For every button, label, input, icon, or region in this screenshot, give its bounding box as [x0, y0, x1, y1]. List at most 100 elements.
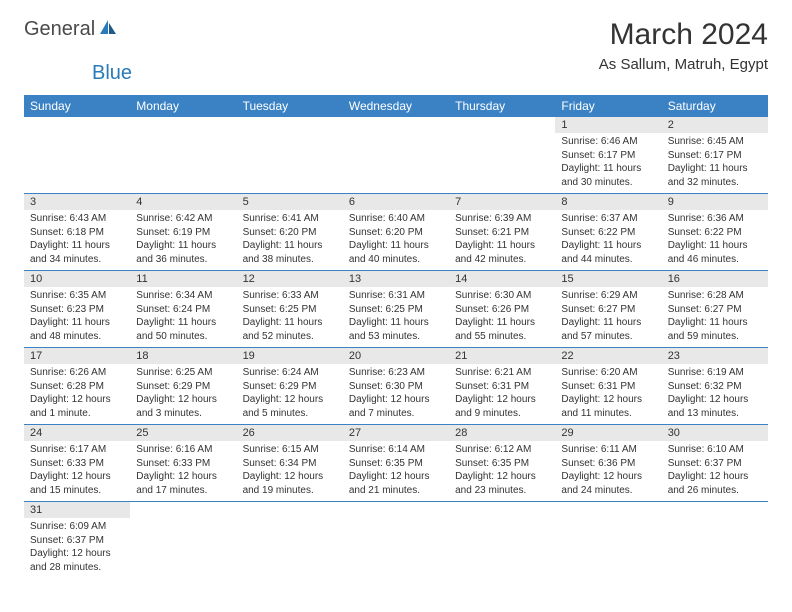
day-number: 28: [449, 425, 555, 441]
sunrise-text: Sunrise: 6:09 AM: [30, 520, 124, 534]
daylight-text: Daylight: 11 hours and 57 minutes.: [561, 316, 655, 343]
day-data: Sunrise: 6:20 AMSunset: 6:31 PMDaylight:…: [555, 364, 661, 424]
calendar-cell: 12Sunrise: 6:33 AMSunset: 6:25 PMDayligh…: [237, 271, 343, 348]
calendar-week-row: 17Sunrise: 6:26 AMSunset: 6:28 PMDayligh…: [24, 348, 768, 425]
daylight-text: Daylight: 12 hours and 24 minutes.: [561, 470, 655, 497]
calendar-cell: 8Sunrise: 6:37 AMSunset: 6:22 PMDaylight…: [555, 194, 661, 271]
sunrise-text: Sunrise: 6:41 AM: [243, 212, 337, 226]
day-number: 14: [449, 271, 555, 287]
sunset-text: Sunset: 6:21 PM: [455, 226, 549, 240]
sunset-text: Sunset: 6:36 PM: [561, 457, 655, 471]
sunrise-text: Sunrise: 6:40 AM: [349, 212, 443, 226]
day-number: 21: [449, 348, 555, 364]
day-number: 13: [343, 271, 449, 287]
sunset-text: Sunset: 6:35 PM: [349, 457, 443, 471]
day-number: 7: [449, 194, 555, 210]
weekday-header-row: Sunday Monday Tuesday Wednesday Thursday…: [24, 95, 768, 117]
calendar-cell: [237, 117, 343, 194]
calendar-cell: 16Sunrise: 6:28 AMSunset: 6:27 PMDayligh…: [662, 271, 768, 348]
sunset-text: Sunset: 6:17 PM: [561, 149, 655, 163]
day-number: 8: [555, 194, 661, 210]
sunset-text: Sunset: 6:29 PM: [136, 380, 230, 394]
sunrise-text: Sunrise: 6:37 AM: [561, 212, 655, 226]
sunset-text: Sunset: 6:28 PM: [30, 380, 124, 394]
weekday-header: Sunday: [24, 95, 130, 117]
day-number: 31: [24, 502, 130, 518]
daylight-text: Daylight: 11 hours and 38 minutes.: [243, 239, 337, 266]
calendar-cell: 15Sunrise: 6:29 AMSunset: 6:27 PMDayligh…: [555, 271, 661, 348]
day-number: 6: [343, 194, 449, 210]
title-block: March 2024 As Sallum, Matruh, Egypt: [599, 18, 768, 73]
calendar-cell: 27Sunrise: 6:14 AMSunset: 6:35 PMDayligh…: [343, 425, 449, 502]
daylight-text: Daylight: 12 hours and 3 minutes.: [136, 393, 230, 420]
weekday-header: Thursday: [449, 95, 555, 117]
day-data: Sunrise: 6:12 AMSunset: 6:35 PMDaylight:…: [449, 441, 555, 501]
sunrise-text: Sunrise: 6:25 AM: [136, 366, 230, 380]
daylight-text: Daylight: 12 hours and 11 minutes.: [561, 393, 655, 420]
sunrise-text: Sunrise: 6:10 AM: [668, 443, 762, 457]
day-data: Sunrise: 6:40 AMSunset: 6:20 PMDaylight:…: [343, 210, 449, 270]
calendar-cell: 1Sunrise: 6:46 AMSunset: 6:17 PMDaylight…: [555, 117, 661, 194]
calendar-cell: 24Sunrise: 6:17 AMSunset: 6:33 PMDayligh…: [24, 425, 130, 502]
daylight-text: Daylight: 11 hours and 36 minutes.: [136, 239, 230, 266]
day-data: Sunrise: 6:10 AMSunset: 6:37 PMDaylight:…: [662, 441, 768, 501]
day-data: Sunrise: 6:21 AMSunset: 6:31 PMDaylight:…: [449, 364, 555, 424]
sunset-text: Sunset: 6:32 PM: [668, 380, 762, 394]
sunrise-text: Sunrise: 6:14 AM: [349, 443, 443, 457]
sunset-text: Sunset: 6:22 PM: [561, 226, 655, 240]
day-data: Sunrise: 6:24 AMSunset: 6:29 PMDaylight:…: [237, 364, 343, 424]
sunrise-text: Sunrise: 6:20 AM: [561, 366, 655, 380]
day-number: 15: [555, 271, 661, 287]
day-number: 29: [555, 425, 661, 441]
day-data: Sunrise: 6:41 AMSunset: 6:20 PMDaylight:…: [237, 210, 343, 270]
day-data: Sunrise: 6:16 AMSunset: 6:33 PMDaylight:…: [130, 441, 236, 501]
day-data: Sunrise: 6:39 AMSunset: 6:21 PMDaylight:…: [449, 210, 555, 270]
day-number: 3: [24, 194, 130, 210]
calendar-cell: 13Sunrise: 6:31 AMSunset: 6:25 PMDayligh…: [343, 271, 449, 348]
daylight-text: Daylight: 12 hours and 7 minutes.: [349, 393, 443, 420]
calendar-cell: 11Sunrise: 6:34 AMSunset: 6:24 PMDayligh…: [130, 271, 236, 348]
page-subtitle: As Sallum, Matruh, Egypt: [599, 56, 768, 73]
calendar-cell: 22Sunrise: 6:20 AMSunset: 6:31 PMDayligh…: [555, 348, 661, 425]
sunrise-text: Sunrise: 6:42 AM: [136, 212, 230, 226]
day-data: Sunrise: 6:11 AMSunset: 6:36 PMDaylight:…: [555, 441, 661, 501]
daylight-text: Daylight: 11 hours and 48 minutes.: [30, 316, 124, 343]
calendar-cell: 28Sunrise: 6:12 AMSunset: 6:35 PMDayligh…: [449, 425, 555, 502]
calendar-cell: [555, 502, 661, 579]
day-number: 4: [130, 194, 236, 210]
day-number: 10: [24, 271, 130, 287]
day-data: Sunrise: 6:30 AMSunset: 6:26 PMDaylight:…: [449, 287, 555, 347]
daylight-text: Daylight: 12 hours and 21 minutes.: [349, 470, 443, 497]
day-data: Sunrise: 6:15 AMSunset: 6:34 PMDaylight:…: [237, 441, 343, 501]
day-number: 2: [662, 117, 768, 133]
calendar-cell: 5Sunrise: 6:41 AMSunset: 6:20 PMDaylight…: [237, 194, 343, 271]
calendar-cell: 31Sunrise: 6:09 AMSunset: 6:37 PMDayligh…: [24, 502, 130, 579]
calendar-cell: 10Sunrise: 6:35 AMSunset: 6:23 PMDayligh…: [24, 271, 130, 348]
sunrise-text: Sunrise: 6:23 AM: [349, 366, 443, 380]
sunset-text: Sunset: 6:17 PM: [668, 149, 762, 163]
calendar-cell: 3Sunrise: 6:43 AMSunset: 6:18 PMDaylight…: [24, 194, 130, 271]
sunset-text: Sunset: 6:31 PM: [455, 380, 549, 394]
sunrise-text: Sunrise: 6:26 AM: [30, 366, 124, 380]
daylight-text: Daylight: 11 hours and 50 minutes.: [136, 316, 230, 343]
day-data: Sunrise: 6:42 AMSunset: 6:19 PMDaylight:…: [130, 210, 236, 270]
sunrise-text: Sunrise: 6:21 AM: [455, 366, 549, 380]
day-data: Sunrise: 6:37 AMSunset: 6:22 PMDaylight:…: [555, 210, 661, 270]
logo: General: [24, 18, 120, 41]
daylight-text: Daylight: 11 hours and 30 minutes.: [561, 162, 655, 189]
sunrise-text: Sunrise: 6:35 AM: [30, 289, 124, 303]
calendar-body: 1Sunrise: 6:46 AMSunset: 6:17 PMDaylight…: [24, 117, 768, 578]
calendar-cell: 18Sunrise: 6:25 AMSunset: 6:29 PMDayligh…: [130, 348, 236, 425]
daylight-text: Daylight: 12 hours and 9 minutes.: [455, 393, 549, 420]
day-number: 24: [24, 425, 130, 441]
calendar-cell: 4Sunrise: 6:42 AMSunset: 6:19 PMDaylight…: [130, 194, 236, 271]
sunrise-text: Sunrise: 6:16 AM: [136, 443, 230, 457]
daylight-text: Daylight: 11 hours and 46 minutes.: [668, 239, 762, 266]
calendar-week-row: 31Sunrise: 6:09 AMSunset: 6:37 PMDayligh…: [24, 502, 768, 579]
day-data: Sunrise: 6:36 AMSunset: 6:22 PMDaylight:…: [662, 210, 768, 270]
sunset-text: Sunset: 6:25 PM: [349, 303, 443, 317]
sunset-text: Sunset: 6:26 PM: [455, 303, 549, 317]
day-data: Sunrise: 6:45 AMSunset: 6:17 PMDaylight:…: [662, 133, 768, 193]
daylight-text: Daylight: 12 hours and 26 minutes.: [668, 470, 762, 497]
sunrise-text: Sunrise: 6:11 AM: [561, 443, 655, 457]
